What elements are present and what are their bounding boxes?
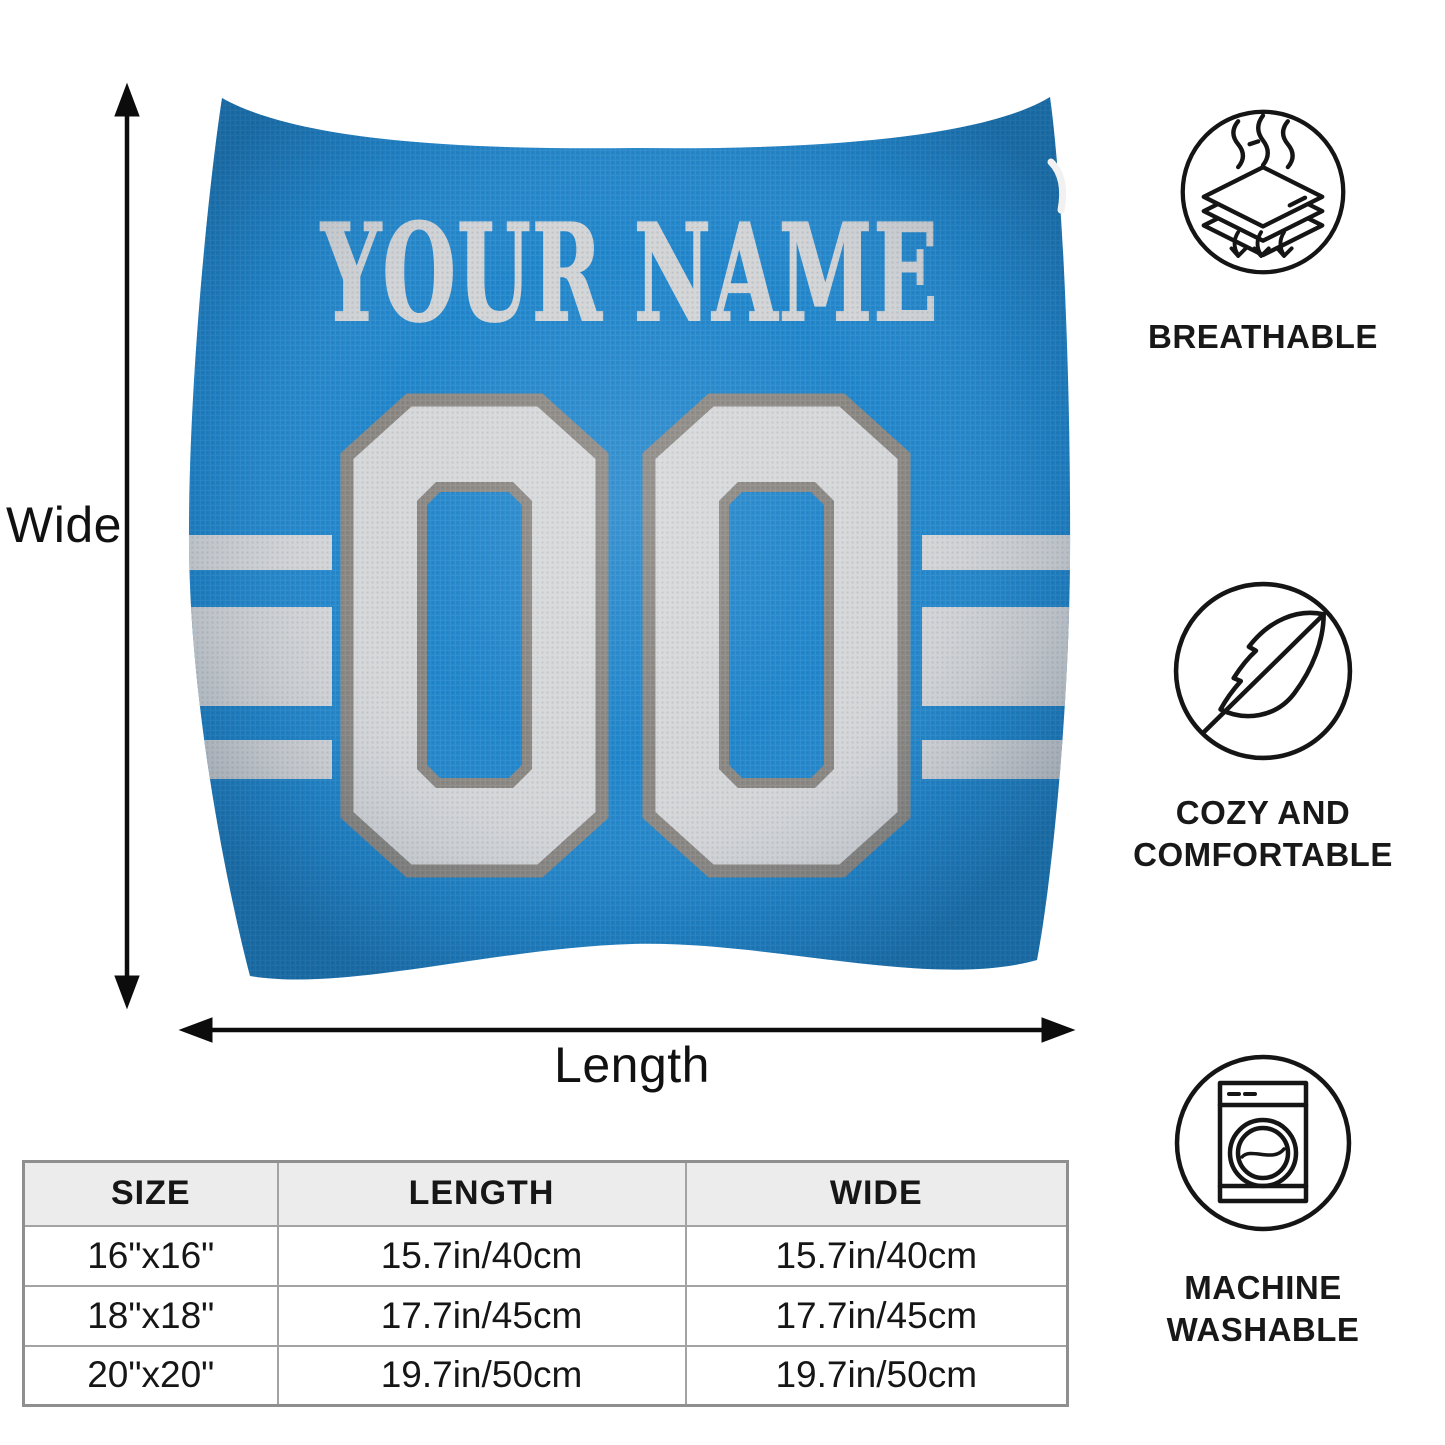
cell-wide: 17.7in/45cm [684,1284,1069,1347]
cell-length: 15.7in/40cm [276,1224,687,1287]
wide-label: Wide [6,497,122,553]
arrowhead-right [1041,1017,1076,1043]
table-row: 20"x20" 19.7in/50cm 19.7in/50cm [22,1344,1069,1407]
table-row: 18"x18" 17.7in/45cm 17.7in/45cm [22,1284,1069,1347]
size-chart-table: SIZE LENGTH WIDE 16"x16" 15.7in/40cm 15.… [22,1160,1069,1407]
zipper-string [1047,158,1067,214]
arrowhead-down [114,975,140,1010]
wide-dimension-arrow [114,82,140,1010]
length-label: Length [554,1037,710,1093]
fabric-shading [188,97,1071,980]
cell-size: 20"x20" [22,1344,279,1407]
length-dimension-arrow [178,1017,1076,1043]
feather-icon [1173,581,1353,761]
table-row: 16"x16" 15.7in/40cm 15.7in/40cm [22,1224,1069,1287]
feature-label: COZY AND [1175,794,1351,831]
cell-size: 16"x16" [22,1224,279,1287]
cell-wide: 15.7in/40cm [684,1224,1069,1287]
header-wide: WIDE [684,1160,1069,1227]
header-length: LENGTH [276,1160,687,1227]
washing-machine-icon [1174,1054,1352,1232]
feature-label: COMFORTABLE [1133,836,1393,873]
feature-machine-washable: MACHINE WASHABLE [1083,1053,1443,1351]
table-header-row: SIZE LENGTH WIDE [22,1160,1069,1227]
arrowhead-up [114,82,140,117]
feature-label: BREATHABLE [1148,318,1378,355]
cell-size: 18"x18" [22,1284,279,1347]
cell-length: 17.7in/45cm [276,1284,687,1347]
pillow: YOUR NAME [188,97,1071,980]
feature-label: MACHINE [1184,1269,1342,1306]
feature-cozy-comfortable: COZY AND COMFORTABLE [1083,580,1443,876]
header-size: SIZE [22,1160,279,1227]
feature-label: WASHABLE [1166,1311,1360,1348]
breathable-icon [1180,109,1346,275]
cell-length: 19.7in/50cm [276,1344,687,1407]
cell-wide: 19.7in/50cm [684,1344,1069,1407]
feature-breathable: BREATHABLE [1083,106,1443,358]
arrowhead-left [178,1017,213,1043]
